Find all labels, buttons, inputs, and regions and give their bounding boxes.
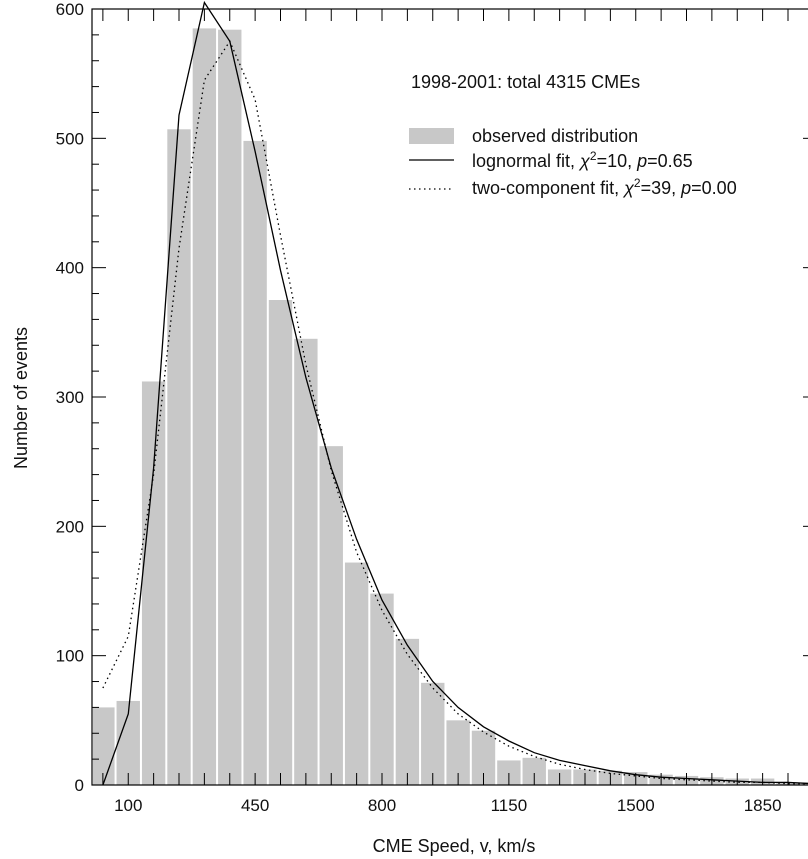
x-tick-label: 1850 bbox=[744, 796, 782, 815]
histogram-bar bbox=[471, 730, 496, 785]
histogram-bar bbox=[395, 638, 420, 785]
histogram-bar bbox=[243, 140, 267, 786]
y-tick-label: 600 bbox=[56, 0, 84, 19]
histogram-bar bbox=[192, 28, 217, 785]
x-tick-label: 1150 bbox=[491, 796, 528, 815]
histogram-bar bbox=[218, 29, 242, 785]
histogram-bar bbox=[268, 300, 293, 785]
x-tick-label: 450 bbox=[241, 796, 269, 815]
legend-swatch-observed bbox=[409, 128, 454, 144]
histogram-bar bbox=[370, 593, 394, 785]
y-tick-label: 200 bbox=[56, 517, 84, 536]
legend-label-two-component: two-component fit, χ2=39, p=0.00 bbox=[472, 176, 737, 198]
x-tick-label: 800 bbox=[368, 796, 396, 815]
y-tick-label: 400 bbox=[56, 259, 84, 278]
legend-label-lognormal: lognormal fit, χ2=10, p=0.65 bbox=[472, 149, 693, 171]
two-component-fit-line bbox=[102, 39, 808, 785]
x-tick-label: 100 bbox=[114, 796, 142, 815]
histogram-bar bbox=[319, 446, 343, 785]
legend-label-observed: observed distribution bbox=[472, 126, 638, 146]
histogram-bar bbox=[344, 562, 369, 785]
histogram-bar bbox=[522, 757, 546, 785]
histogram-bar bbox=[497, 760, 521, 785]
x-axis-title: CME Speed, v, km/s bbox=[373, 836, 536, 856]
histogram-bar bbox=[116, 700, 140, 785]
y-tick-label: 0 bbox=[75, 776, 84, 795]
y-tick-label: 500 bbox=[56, 129, 84, 148]
histogram-bar bbox=[421, 682, 445, 785]
x-axis-ticks: 100 450 800 1150 1500 1850 bbox=[102, 9, 789, 815]
y-axis-ticks: 0 100 200 300 400 500 600 bbox=[56, 0, 808, 795]
lognormal-fit-line bbox=[102, 0, 808, 786]
legend: observed distribution lognormal fit, χ2=… bbox=[409, 126, 737, 198]
histogram-bar bbox=[93, 707, 115, 785]
fit-curves bbox=[102, 0, 808, 786]
histogram-bar bbox=[141, 381, 166, 785]
histogram-bar bbox=[446, 720, 470, 785]
histogram-bar bbox=[167, 129, 191, 785]
y-tick-label: 100 bbox=[56, 647, 84, 666]
chart-annotation: 1998-2001: total 4315 CMEs bbox=[411, 72, 640, 92]
y-tick-label: 300 bbox=[56, 388, 84, 407]
y-axis-title: Number of events bbox=[11, 327, 31, 469]
histogram-bars bbox=[93, 28, 808, 786]
histogram-bar bbox=[294, 338, 318, 785]
x-tick-label: 1500 bbox=[617, 796, 655, 815]
